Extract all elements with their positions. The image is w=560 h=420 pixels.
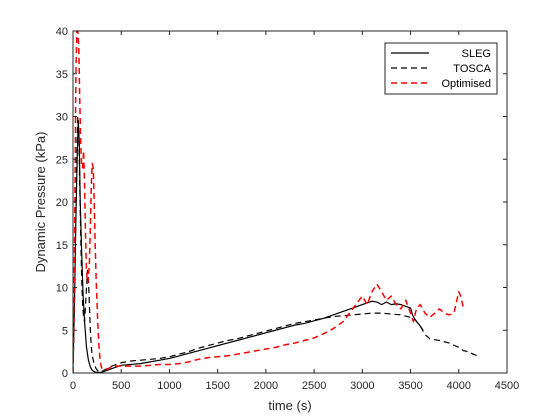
y-tick-label: 10 [56, 283, 68, 295]
y-tick-label: 35 [56, 69, 68, 81]
x-axis-label: time (s) [268, 398, 311, 413]
y-tick-label: 20 [56, 197, 68, 209]
y-tick-label: 30 [56, 112, 68, 124]
series-line-sleg [73, 120, 424, 373]
x-tick-label: 500 [112, 380, 130, 392]
y-tick-label: 40 [56, 26, 68, 38]
axes: 0 500 1000 1500 2000 2500 3000 3500 4000 4500 0 5 10… [33, 26, 519, 413]
x-tick-label: 3500 [398, 380, 422, 392]
legend-label-tosca: TOSCA [453, 63, 491, 75]
x-tick-label: 4500 [495, 380, 519, 392]
legend-label-sleg: SLEG [462, 48, 491, 60]
y-tick-label: 25 [56, 154, 68, 166]
y-axis-label: Dynamic Pressure (kPa) [33, 132, 48, 273]
plot-lines [73, 30, 479, 373]
x-tick-label: 0 [70, 380, 76, 392]
y-tick-label: 15 [56, 240, 68, 252]
x-tick-label: 1500 [205, 380, 229, 392]
x-tick-label: 2000 [254, 380, 278, 392]
x-tick-label: 4000 [447, 380, 471, 392]
legend: SLEG TOSCA Optimised [384, 42, 498, 95]
x-tick-label: 1000 [157, 380, 181, 392]
x-tick-label: 3000 [350, 380, 374, 392]
legend-label-optimised: Optimised [441, 78, 491, 90]
series-line-tosca [73, 115, 479, 373]
y-tick-label: 0 [62, 368, 68, 380]
x-tick-label: 2500 [302, 380, 326, 392]
y-tick-label: 5 [62, 325, 68, 337]
